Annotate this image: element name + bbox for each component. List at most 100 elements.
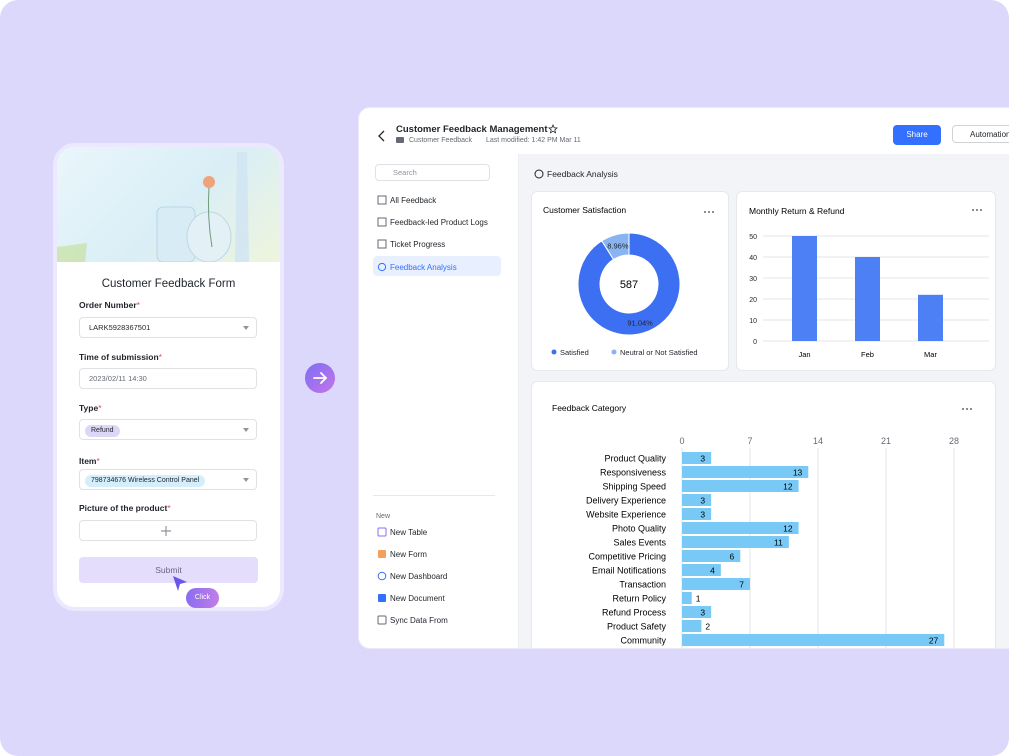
- nav-item[interactable]: Feedback Analysis: [390, 263, 457, 272]
- required-mark: *: [98, 403, 102, 413]
- menu-dot: [966, 408, 968, 410]
- data-label: 7: [739, 580, 744, 590]
- y-tick-label: Community: [620, 636, 666, 646]
- menu-dot: [712, 211, 714, 213]
- cursor: [173, 576, 187, 591]
- star-icon[interactable]: [548, 124, 558, 134]
- bar: [792, 236, 817, 341]
- search-box[interactable]: Search: [375, 164, 490, 181]
- new-item[interactable]: New Form: [390, 550, 427, 559]
- y-tick-label: 20: [749, 297, 757, 304]
- tag: 798734676 Wireless Control Panel: [85, 475, 206, 487]
- hero-image: [57, 147, 280, 263]
- x-tick-label: 7: [747, 436, 752, 446]
- chart-card: Customer Satisfaction 91.04% Satisfied 8.96…: [531, 191, 729, 371]
- select[interactable]: Refund: [79, 419, 257, 440]
- x-tick-label: 14: [813, 436, 823, 446]
- bar: [682, 550, 741, 562]
- menu-dot: [708, 211, 710, 213]
- click-badge: Click: [186, 588, 219, 608]
- y-tick-label: Sales Events: [613, 538, 666, 548]
- y-tick-label: Competitive Pricing: [588, 552, 666, 562]
- arrow-icon: [313, 372, 328, 384]
- legend-label: Satisfied: [560, 348, 589, 357]
- chart: Customer Satisfaction 91.04% Satisfied 8.96…: [543, 205, 714, 357]
- slice-label: 8.96%: [607, 242, 629, 251]
- form-title: Customer Feedback Form: [101, 278, 236, 290]
- field-label: Time of submission*: [79, 352, 162, 362]
- legend-label: Neutral or Not Satisfied: [620, 348, 698, 357]
- bar: [682, 508, 712, 520]
- nav-item[interactable]: Ticket Progress: [390, 240, 446, 249]
- required-mark: *: [167, 503, 171, 513]
- x-tick-label: Mar: [924, 350, 937, 359]
- chart-title: Customer Satisfaction: [543, 205, 626, 215]
- bar: [682, 494, 712, 506]
- label-text: Time of submission: [79, 352, 159, 362]
- pie-slice: [577, 232, 681, 336]
- data-label: 6: [730, 552, 735, 562]
- y-tick-label: 40: [749, 255, 757, 262]
- sidebar: Search All Feedback Feedback-led Product…: [359, 154, 519, 648]
- back-icon[interactable]: [377, 130, 387, 142]
- app-window: Customer Feedback Management Customer Fe…: [358, 107, 1009, 649]
- data-label: 4: [710, 566, 715, 576]
- y-tick-label: Delivery Experience: [586, 496, 666, 506]
- new-item[interactable]: New Document: [390, 594, 445, 603]
- select[interactable]: LARK5928367501: [79, 317, 257, 338]
- pie-slice: [601, 232, 630, 261]
- y-tick-label: Return Policy: [612, 594, 666, 604]
- nav-item[interactable]: Feedback-led Product Logs: [390, 218, 488, 227]
- y-tick-label: Website Experience: [586, 510, 666, 520]
- automation-button[interactable]: Automation: [952, 125, 1009, 143]
- new-icons: [377, 527, 387, 625]
- field-label: Order Number*: [79, 300, 140, 310]
- dashboard-icon: [534, 169, 544, 179]
- y-tick-label: Product Safety: [607, 622, 667, 632]
- bar: [682, 452, 712, 464]
- required-mark: *: [136, 300, 140, 310]
- breadcrumb[interactable]: Customer Feedback: [409, 137, 473, 144]
- field-label: Item*: [79, 456, 100, 466]
- last-modified: Last modified: 1:42 PM Mar 11: [486, 137, 581, 144]
- dashboard: Feedback Analysis Customer Satisfaction 9…: [519, 154, 1009, 648]
- y-tick-label: 0: [753, 339, 757, 346]
- new-item[interactable]: Sync Data From: [390, 616, 448, 625]
- bar: [682, 522, 799, 534]
- input-value: 2023/02/11 14:30: [89, 374, 147, 383]
- bar: [682, 606, 712, 618]
- data-label: 3: [700, 510, 705, 520]
- data-label: 3: [700, 608, 705, 618]
- tag: Refund: [85, 425, 120, 437]
- bar: [682, 578, 750, 590]
- new-item[interactable]: New Dashboard: [390, 572, 448, 581]
- legend-swatch: [611, 349, 617, 355]
- arrow-button: [305, 363, 335, 393]
- menu-dot: [704, 211, 706, 213]
- submit-button[interactable]: Submit: [79, 557, 258, 583]
- select[interactable]: 798734676 Wireless Control Panel: [79, 469, 257, 490]
- required-mark: *: [96, 456, 100, 466]
- bar: [918, 294, 943, 341]
- upload[interactable]: [79, 520, 257, 541]
- chart-title: Feedback Category: [552, 403, 627, 413]
- bar: [682, 592, 692, 604]
- chart: Monthly Return & Refund 0 10 20 30 40 50 Jan Feb…: [749, 206, 989, 359]
- data-label: 27: [929, 636, 939, 646]
- data-label: 12: [783, 524, 793, 534]
- new-item[interactable]: New Table: [390, 528, 428, 537]
- button-text: Automation: [970, 130, 1009, 139]
- plus-icon: [161, 526, 171, 536]
- select-value: LARK5928367501: [89, 323, 151, 332]
- field-label: Picture of the product*: [79, 503, 171, 513]
- data-label: 13: [793, 468, 803, 478]
- nav-item[interactable]: All Feedback: [390, 196, 437, 205]
- folder-icon: [396, 137, 404, 143]
- menu-dot: [970, 408, 972, 410]
- bar: [682, 634, 945, 646]
- input[interactable]: 2023/02/11 14:30: [79, 368, 257, 389]
- bar: [682, 564, 721, 576]
- data-label: 1: [696, 594, 701, 604]
- bar: [682, 466, 809, 478]
- share-button[interactable]: Share: [893, 125, 941, 145]
